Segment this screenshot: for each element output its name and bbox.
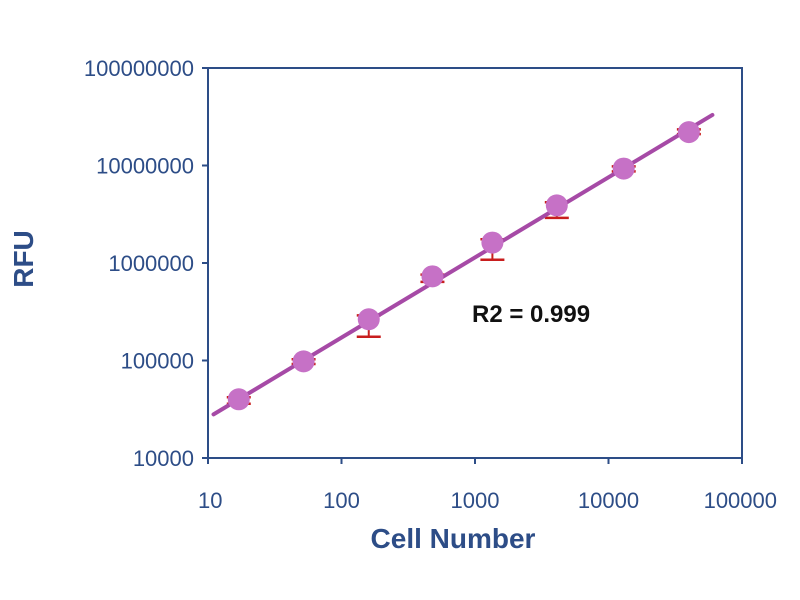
data-point: [227, 388, 250, 411]
x-axis-ticks: 10 100 1000 10000 100000: [198, 458, 777, 513]
y-tick-label: 100000: [121, 349, 194, 374]
x-tick-label: 10: [198, 488, 222, 513]
trendline: [211, 112, 715, 417]
plot-border: [207, 67, 743, 459]
data-points: [227, 121, 700, 411]
data-point: [421, 265, 444, 288]
r-squared-annotation: R2 = 0.999: [472, 301, 590, 328]
y-tick-label: 10000: [133, 446, 194, 471]
data-point: [545, 194, 568, 217]
plot-frame: [207, 67, 743, 459]
x-tick-label: 100: [323, 488, 360, 513]
y-axis-title: RFU: [8, 230, 39, 288]
y-axis-ticks: 10000 100000 1000000 10000000 100000000: [84, 56, 208, 471]
x-tick-label: 10000: [578, 488, 639, 513]
data-point: [357, 308, 380, 331]
y-tick-label: 10000000: [96, 154, 194, 179]
x-tick-label: 100000: [704, 488, 777, 513]
y-tick-label: 100000000: [84, 56, 194, 81]
data-point: [677, 121, 700, 144]
data-point: [292, 350, 315, 373]
data-point: [481, 231, 504, 254]
x-axis-title: Cell Number: [371, 523, 536, 554]
data-point: [612, 157, 635, 180]
trendline-group: [211, 112, 715, 417]
y-tick-label: 1000000: [108, 251, 194, 276]
x-tick-label: 1000: [451, 488, 500, 513]
